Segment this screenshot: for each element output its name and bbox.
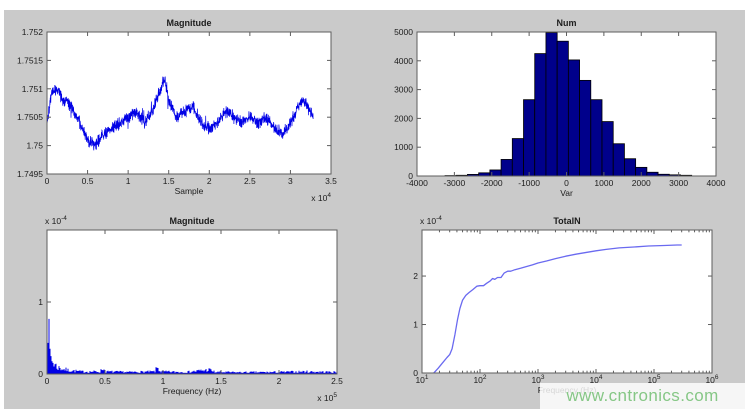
figure-area: 0 0.5 1 1.5 2 2.5 3 3.5 1.7495 1.75 1.7505 1.751 1.7… [4, 10, 745, 409]
y-tick-label: 1.7515 [17, 55, 43, 65]
x-tick-label: -3000 [444, 178, 466, 188]
axes-background [47, 32, 331, 174]
x-tick-label: 105 [647, 374, 660, 385]
axes-background [47, 230, 337, 374]
x-tick-label: 1000 [594, 178, 613, 188]
x-tick-label: 3.5 [325, 176, 337, 186]
x-tick-label: 4000 [707, 178, 726, 188]
hist-bar [500, 159, 513, 177]
hist-bar [579, 79, 592, 177]
x-tick-label: 2000 [632, 178, 651, 188]
x-tick-label: 2 [277, 376, 282, 386]
x-tick-label: 0 [564, 178, 569, 188]
y-tick-label: 0 [408, 171, 413, 181]
hist-bar [545, 32, 558, 177]
hist-bar [646, 171, 659, 177]
x-tick-label: 1.5 [215, 376, 227, 386]
plot-title: TotalN [553, 216, 580, 226]
axes-border [416, 31, 717, 177]
y-tick-label: 1.752 [22, 27, 44, 37]
x-tick-label: 2.5 [244, 176, 256, 186]
x-tick-label: 2 [207, 176, 212, 186]
y-tick-label: 1 [413, 320, 418, 330]
x-tick-label: 101 [415, 374, 428, 385]
x-exponent-label: x 105 [317, 392, 337, 403]
y-exponent-label: x 10-4 [45, 215, 67, 226]
y-tick-label: 4000 [394, 56, 413, 66]
x-axis-label: Frequency (Hz) [163, 386, 222, 396]
y-tick-label: 1.7495 [17, 169, 43, 179]
plot-title: Num [557, 18, 577, 28]
hist-bar [590, 99, 603, 177]
axes-border [421, 229, 713, 374]
hist-bar [534, 53, 547, 177]
plot-title: Magnitude [167, 18, 212, 28]
x-tick-label: 3000 [669, 178, 688, 188]
x-tick-label: 0 [45, 176, 50, 186]
x-tick-label: 1 [161, 376, 166, 386]
hist-bar [601, 121, 614, 177]
x-tick-label: -1000 [518, 178, 540, 188]
x-tick-label: -2000 [481, 178, 503, 188]
x-axis-label: Var [560, 188, 573, 198]
y-tick-label: 0 [413, 368, 418, 378]
hist-bar [567, 59, 580, 177]
x-tick-label: 1.5 [163, 176, 175, 186]
hist-bar [511, 138, 524, 177]
y-tick-label: 2000 [394, 113, 413, 123]
watermark: www.cntronics.com [540, 383, 745, 409]
x-exponent-label: x 104 [311, 192, 331, 203]
axes-border [46, 31, 332, 175]
y-tick-label: 1.7505 [17, 112, 43, 122]
subplot-magnitude_time: 0 0.5 1 1.5 2 2.5 3 3.5 1.7495 1.75 1.7505 1.751 1.7… [17, 18, 337, 203]
x-tick-label: 104 [589, 374, 602, 385]
y-tick-label: 2 [413, 271, 418, 281]
hist-bar [523, 99, 536, 177]
signal-trace [46, 76, 314, 151]
figure-canvas: 0 0.5 1 1.5 2 2.5 3 3.5 1.7495 1.75 1.7505 1.751 1.7… [17, 18, 726, 403]
y-tick-label: 1 [38, 297, 43, 307]
watermark-text: www.cntronics.com [566, 386, 719, 405]
subplot-totaln: 101102103104105106012TotalNFrequency (Hz… [413, 215, 719, 395]
x-axis-label: Sample [175, 186, 204, 196]
y-exponent-label: x 10-4 [420, 215, 442, 226]
axes-border [46, 229, 338, 375]
hist-bar [624, 158, 637, 177]
x-tick-label: 2.5 [331, 376, 343, 386]
y-tick-label: 5000 [394, 27, 413, 37]
axes-background [422, 230, 712, 373]
hist-bar [556, 40, 569, 177]
x-tick-label: 0 [45, 376, 50, 386]
subplot-histogram: -4000 -3000 -2000 -1000 0 1000 2000 3000 4000 0 10… [394, 18, 726, 198]
x-tick-label: 106 [705, 374, 718, 385]
y-tick-label: 1000 [394, 142, 413, 152]
x-tick-label: 102 [473, 374, 486, 385]
y-tick-label: 0 [38, 369, 43, 379]
y-tick-label: 3000 [394, 85, 413, 95]
x-tick-label: 1 [126, 176, 131, 186]
y-tick-label: 1.75 [26, 141, 43, 151]
x-tick-label: 103 [531, 374, 544, 385]
x-tick-label: 3 [288, 176, 293, 186]
plot-title: Magnitude [170, 216, 215, 226]
subplot-magnitude_freq: 0 0.5 1 1.5 2 2.5 0 1 Magnitude Frequency (Hz) x 1… [38, 215, 343, 403]
x-tick-label: 0.5 [82, 176, 94, 186]
y-tick-label: 1.751 [22, 84, 44, 94]
x-tick-label: 0.5 [99, 376, 111, 386]
hist-bar [612, 143, 625, 177]
x-tick-label: -4000 [406, 178, 428, 188]
cumulative-curve [433, 244, 682, 374]
